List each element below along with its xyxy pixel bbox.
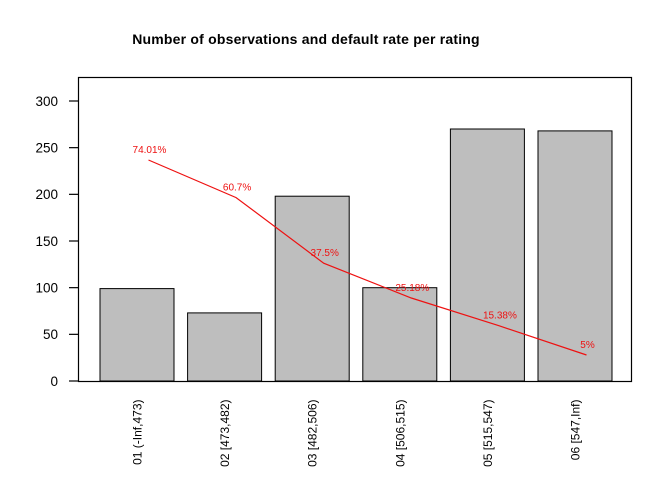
bar-rating-04 — [362, 287, 438, 382]
bar-rating-05 — [449, 128, 525, 382]
default-rate-label: 60.7% — [223, 183, 251, 194]
default-rate-label: 5% — [580, 340, 595, 351]
x-category-label: 05 [515,547) — [481, 399, 495, 466]
bar-rating-02 — [187, 312, 263, 382]
y-tick-label: 100 — [35, 280, 58, 295]
default-rate-label: 25.18% — [395, 283, 429, 294]
x-category-label: 06 [547,Inf) — [569, 400, 583, 461]
bar-rating-03 — [274, 195, 350, 382]
y-tick-label: 200 — [35, 187, 58, 202]
default-rate-label: 15.38% — [483, 311, 517, 322]
y-tick-label: 0 — [50, 374, 58, 389]
bar-rating-01 — [99, 288, 175, 382]
x-category-label: 04 [506,515) — [393, 399, 407, 466]
x-category-label: 03 [482,506) — [306, 399, 320, 466]
y-tick-label: 150 — [35, 234, 58, 249]
bar-rating-06 — [537, 130, 613, 382]
y-tick-label: 300 — [35, 94, 58, 109]
y-tick-label: 50 — [43, 327, 58, 342]
y-tick-label: 250 — [35, 140, 58, 155]
x-category-label: 01 (-Inf,473) — [131, 400, 145, 465]
default-rate-line — [148, 159, 587, 356]
plot-box — [77, 76, 633, 383]
default-rate-label: 74.01% — [133, 145, 167, 156]
x-category-label: 02 [473,482) — [218, 399, 232, 466]
chart-title: Number of observations and default rate … — [132, 31, 480, 47]
default-rate-label: 37.5% — [311, 248, 339, 259]
